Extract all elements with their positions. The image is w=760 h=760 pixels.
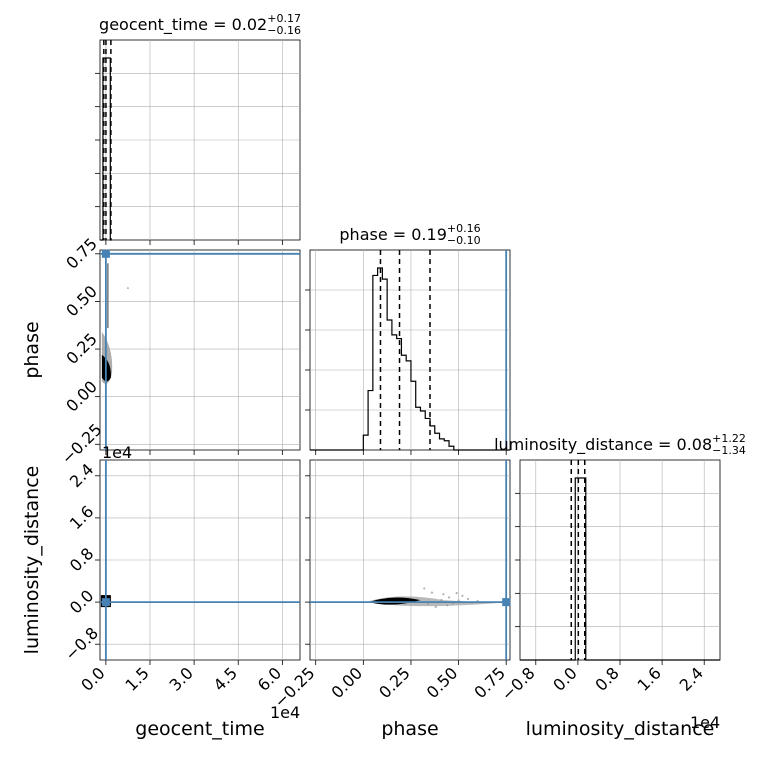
y-axis-label-luminosity-distance: luminosity_distance xyxy=(21,466,43,655)
panel-0-0 xyxy=(95,39,301,245)
title-value: phase = 0.19 xyxy=(339,225,446,244)
sample-point xyxy=(455,592,458,595)
y-tick-label: 0.0 xyxy=(66,586,97,617)
panel-1-2: −0.25 0.00 0.25 0.50 0.75 xyxy=(270,459,511,711)
title-lower-error: −0.16 xyxy=(267,24,301,37)
panel-1-1 xyxy=(305,249,511,455)
x-tick-label: 0.0 xyxy=(549,663,580,694)
histogram-luminosity_distance xyxy=(520,477,720,661)
y-axis-offset-luminosity-distance: 1e4 xyxy=(102,443,132,462)
x-tick-label: 0.50 xyxy=(423,663,462,702)
panel-title-luminosity_distance: luminosity_distance = 0.08+1.22 xyxy=(494,432,746,455)
title-upper-error: +0.16 xyxy=(447,222,481,235)
panel-2-2: −0.8 0.0 0.8 1.6 2.4 xyxy=(498,459,721,704)
histogram-phase xyxy=(310,267,510,451)
y-axis-label-phase: phase xyxy=(21,321,43,378)
panel-0-2: 0.0 1.5 3.0 4.5 6.0−0.80.00.81.62.4 xyxy=(61,459,301,695)
truth-marker xyxy=(101,249,110,258)
y-tick-label: 0.8 xyxy=(66,544,97,575)
x-tick-label: 1.6 xyxy=(634,663,665,694)
x-tick-label: 2.4 xyxy=(676,663,707,694)
sample-point xyxy=(461,594,464,597)
x-axis-label-luminosity-distance: luminosity_distance xyxy=(526,718,715,740)
x-tick-label: 0.8 xyxy=(591,663,622,694)
sample-point xyxy=(126,287,129,290)
x-tick-label: 3.0 xyxy=(166,663,197,694)
title-upper-error: +0.17 xyxy=(267,12,301,25)
title-upper-error: +1.22 xyxy=(712,432,746,445)
sample-point xyxy=(447,596,451,599)
truth-marker xyxy=(502,598,511,607)
title-lower-error: −1.34 xyxy=(712,444,746,457)
panel-frame xyxy=(309,249,511,451)
x-axis-label-geocent-time: geocent_time xyxy=(135,718,264,740)
x-tick-label: 0.00 xyxy=(328,663,367,702)
sample-point xyxy=(442,593,445,596)
x-tick-label: 0.25 xyxy=(375,663,414,702)
title-lower-error: −0.10 xyxy=(447,234,481,247)
x-tick-label: −0.8 xyxy=(498,663,539,704)
x-tick-label: 1.5 xyxy=(121,663,152,694)
x-tick-label: 4.5 xyxy=(210,663,241,694)
panel-frame xyxy=(99,249,301,451)
panel-0-1: −0.250.000.250.500.75 xyxy=(58,234,301,468)
x-axis-offset-luminosity-distance: 1e4 xyxy=(690,713,720,732)
truth-marker xyxy=(101,598,110,607)
x-tick-label: 0.0 xyxy=(77,663,108,694)
y-tick-label: 1.6 xyxy=(66,502,97,533)
x-axis-offset-geocent-time: 1e4 xyxy=(270,703,300,722)
sample-point xyxy=(430,591,434,594)
title-value: geocent_time = 0.02 xyxy=(99,15,267,35)
panel-title-phase: phase = 0.19+0.16 xyxy=(339,222,480,244)
title-value: luminosity_distance = 0.08 xyxy=(494,435,712,455)
sample-point xyxy=(423,587,426,590)
sample-point xyxy=(434,605,437,608)
sample-point xyxy=(466,597,470,601)
x-axis-label-phase: phase xyxy=(381,718,438,740)
panel-title-geocent_time: geocent_time = 0.02+0.17 xyxy=(99,12,301,35)
